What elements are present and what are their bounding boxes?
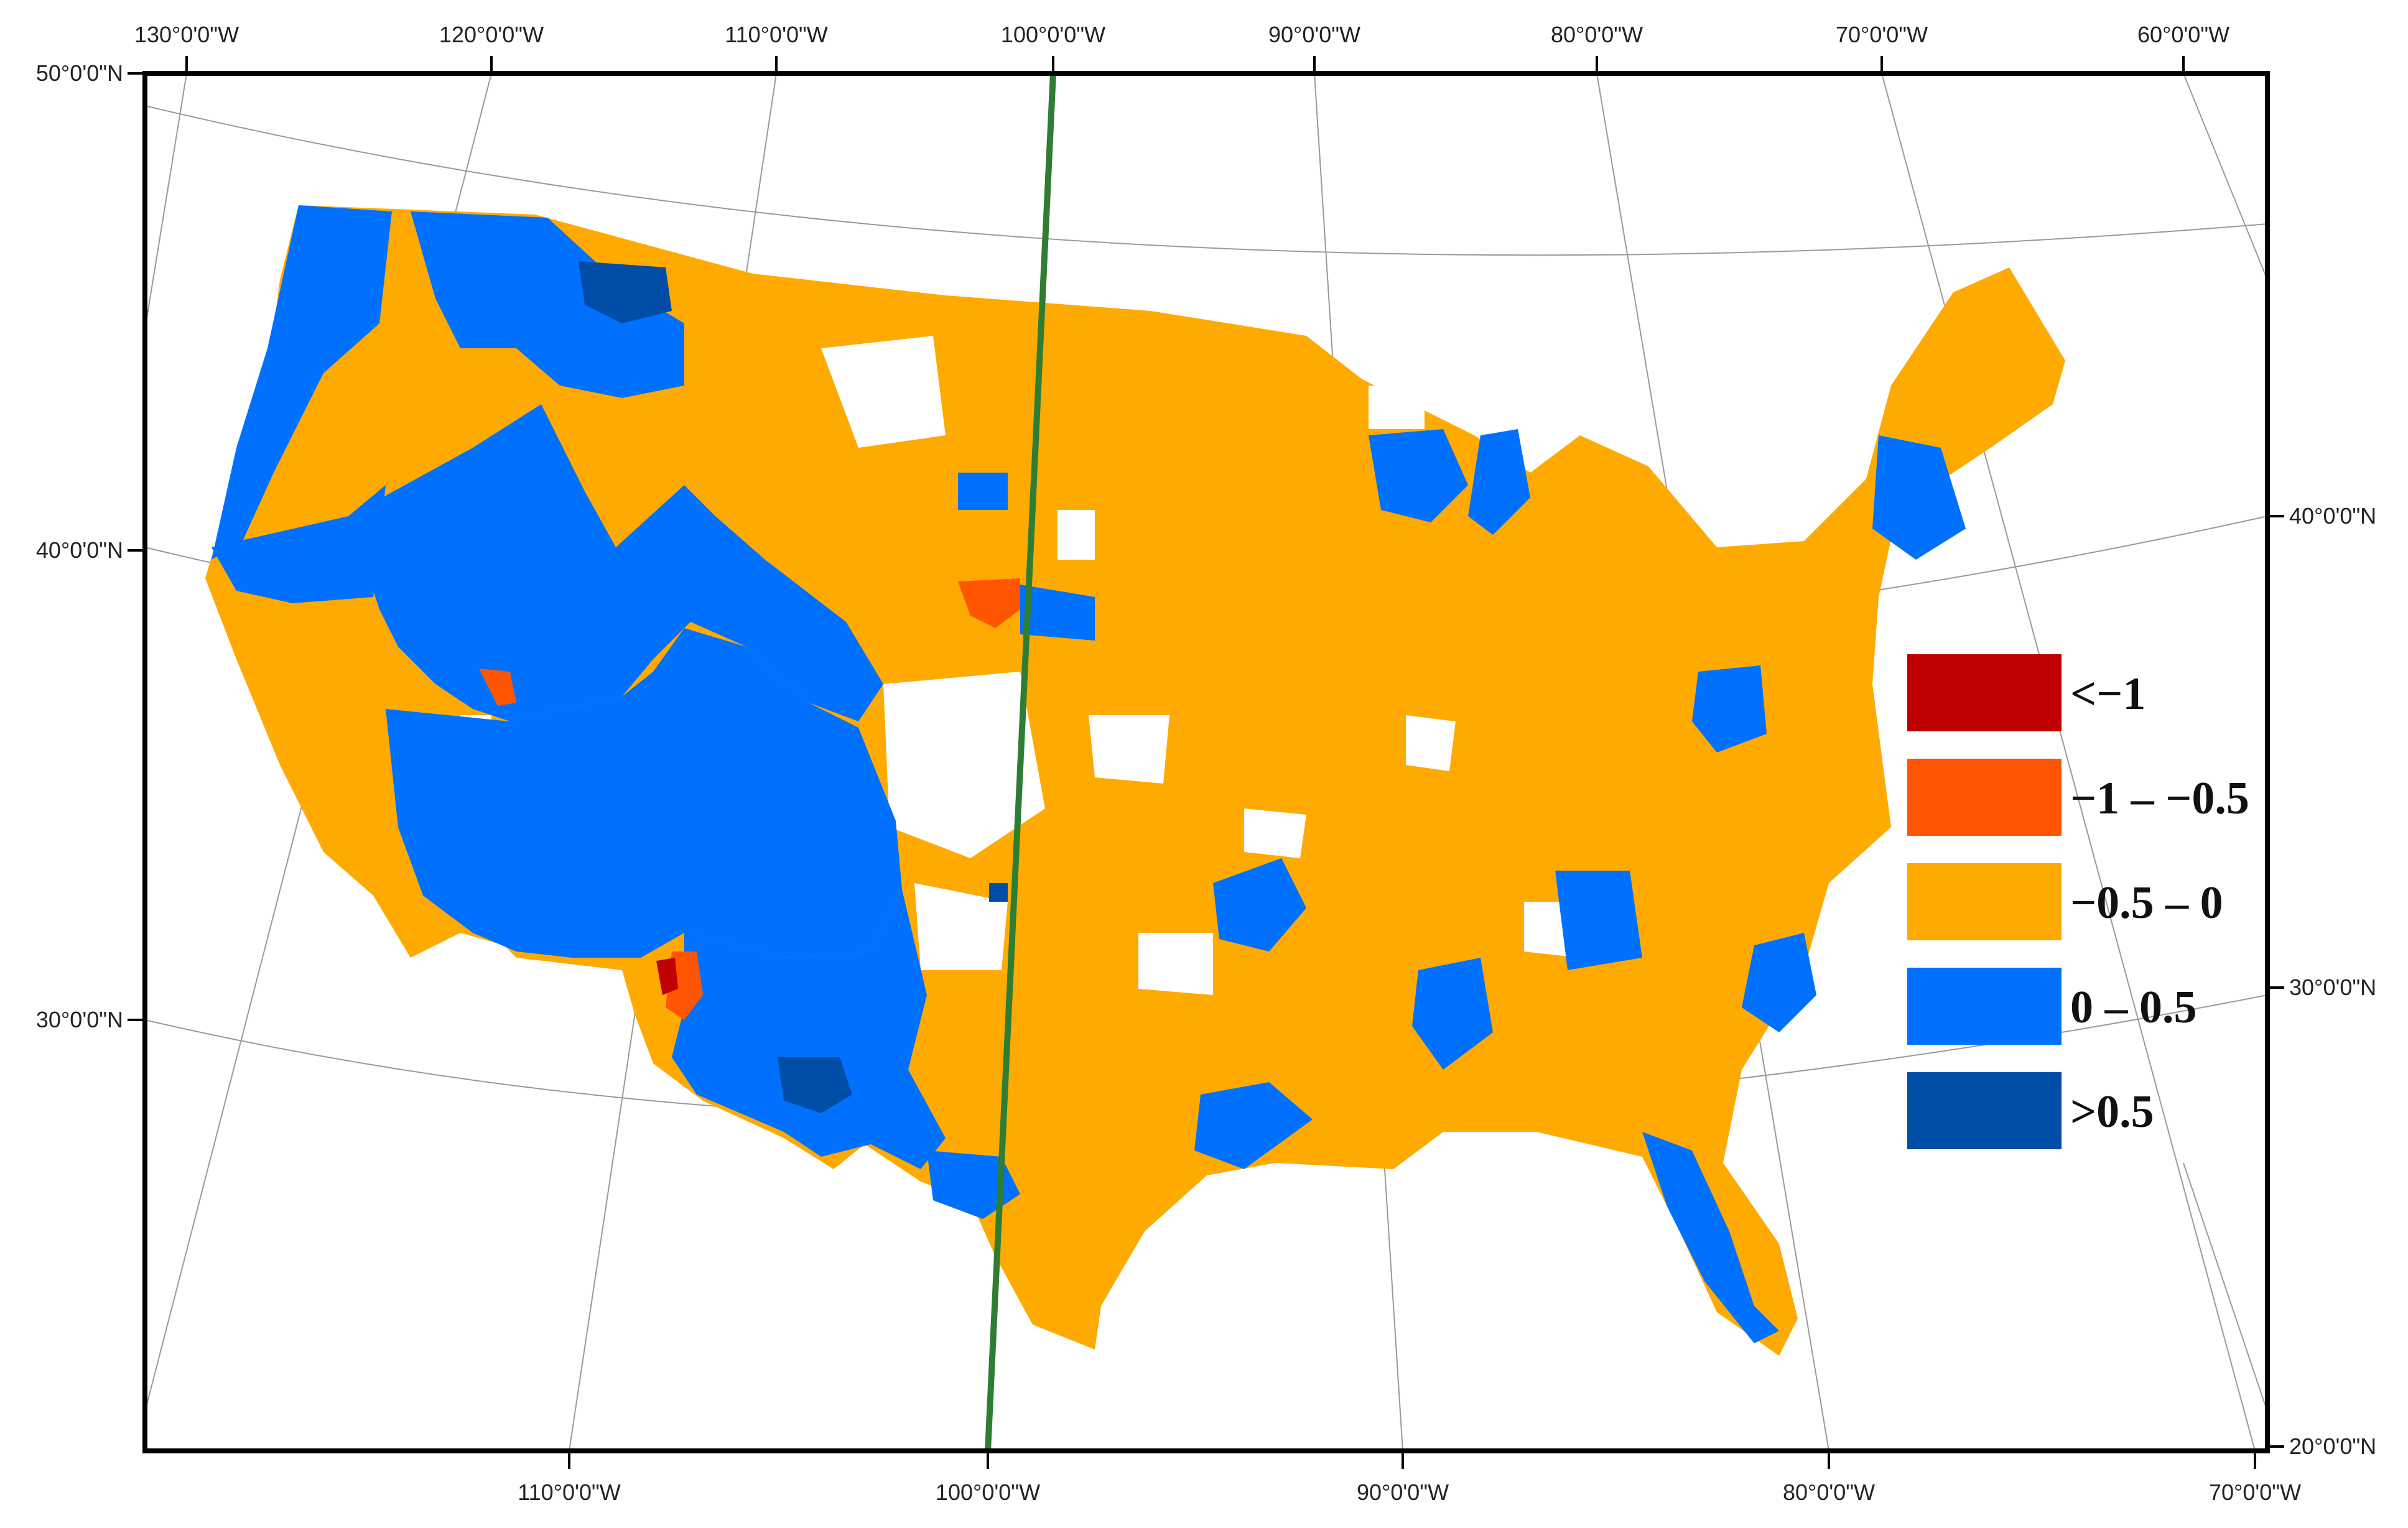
top-tick-label: 60°0'0"W: [2137, 22, 2229, 47]
right-tick-label: 30°0'0"N: [2289, 975, 2376, 1000]
legend-swatch-lt-minus1: [1907, 654, 2062, 731]
top-axis: [185, 56, 2185, 73]
class-0-to-0.5: [212, 205, 1966, 1343]
left-tick-label: 40°0'0"N: [36, 537, 123, 563]
region-gt05-small: [989, 883, 1008, 902]
region-michigan: [1468, 429, 1530, 535]
region-gt05-nm: [778, 1057, 852, 1113]
left-axis: [128, 72, 145, 1021]
top-tick-label: 100°0'0"W: [1001, 22, 1105, 47]
meridian-100w-line: [985, 73, 1056, 1452]
top-tick-label: 120°0'0"W: [439, 22, 544, 47]
county-choropleth: [205, 205, 2065, 1356]
right-axis: [2267, 515, 2284, 1448]
top-axis-labels: 130°0'0"W 120°0'0"W 110°0'0"W 100°0'0"W …: [134, 22, 2229, 47]
region-louisiana-gulf: [1194, 1082, 1313, 1169]
legend-label: <−1: [2070, 669, 2145, 720]
class-gt-0.5: [579, 261, 1008, 1113]
map-frame: [142, 71, 2270, 1453]
left-tick-label: 30°0'0"N: [36, 1007, 123, 1032]
right-tick-label: 20°0'0"N: [2289, 1433, 2376, 1459]
region-gt05-north: [579, 261, 672, 323]
no-data-gaps: [460, 274, 1586, 995]
right-axis-labels: 40°0'0"N 30°0'0"N 20°0'0"N: [2289, 503, 2376, 1459]
bottom-tick-label: 100°0'0"W: [936, 1479, 1040, 1505]
legend-label: −1 – −0.5: [2070, 773, 2249, 824]
region-carolinas: [1742, 933, 1816, 1032]
legend-swatch-minus1-to-minus05: [1907, 759, 2062, 836]
region-great-basin: [386, 628, 902, 958]
region-mississippi: [1412, 958, 1493, 1070]
meridian-extra: [2183, 1162, 2267, 1412]
left-axis-labels: 50°0'0"N 40°0'0"N 30°0'0"N: [36, 60, 123, 1032]
bottom-axis-labels: 110°0'0"W 100°0'0"W 90°0'0"W 80°0'0"W 70…: [518, 1479, 2301, 1505]
region-west-interior: [348, 404, 883, 721]
region-southwest: [672, 889, 946, 1169]
legend-swatch-0-to-05: [1907, 968, 2062, 1045]
bottom-tick-label: 70°0'0"W: [2209, 1479, 2301, 1505]
legend: <−1 −1 – −0.5 −0.5 – 0 0 – 0.5 >0.5: [1907, 654, 2249, 1149]
top-tick-label: 110°0'0"W: [725, 22, 827, 47]
top-tick-label: 90°0'0"W: [1268, 22, 1360, 47]
legend-swatch-minus05-to-0: [1907, 863, 2062, 940]
region-west-coast: [212, 485, 386, 603]
right-tick-label: 40°0'0"N: [2289, 503, 2376, 529]
region-georgia: [1555, 871, 1642, 970]
region-nebraska: [1020, 585, 1095, 641]
region-pacific-nw: [212, 205, 392, 560]
left-tick-label: 50°0'0"N: [36, 60, 123, 86]
region-ohio-west-virginia: [1692, 665, 1767, 752]
region-dakotas: [958, 473, 1008, 510]
region-florida-east: [1642, 1132, 1779, 1343]
legend-label: −0.5 – 0: [2070, 877, 2223, 928]
region-new-england: [1872, 435, 1966, 560]
meridian-60w: [2183, 73, 2267, 280]
bottom-tick-label: 80°0'0"W: [1783, 1479, 1875, 1505]
legend-label: 0 – 0.5: [2070, 982, 2197, 1033]
meridian-130w: [145, 73, 187, 330]
legend-label: >0.5: [2070, 1086, 2154, 1137]
region-nv-hotspot: [479, 669, 516, 706]
bottom-tick-label: 110°0'0"W: [518, 1479, 620, 1505]
bottom-tick-label: 90°0'0"W: [1357, 1479, 1449, 1505]
region-montana-west: [411, 211, 684, 398]
parallel-45n: [145, 105, 2267, 256]
region-arkansas: [1213, 858, 1306, 952]
top-tick-label: 70°0'0"W: [1836, 22, 1928, 47]
legend-swatch-gt-05: [1907, 1072, 2062, 1149]
top-tick-label: 80°0'0"W: [1551, 22, 1643, 47]
class-lt-minus1: [656, 958, 678, 995]
bottom-axis: [568, 1451, 2256, 1469]
meridian-70w: [1881, 73, 2256, 1451]
region-great-lakes-wi: [1369, 429, 1468, 522]
region-lt-minus1: [656, 958, 678, 995]
region-ks-hotspot: [958, 578, 1020, 628]
top-tick-label: 130°0'0"W: [134, 22, 239, 47]
